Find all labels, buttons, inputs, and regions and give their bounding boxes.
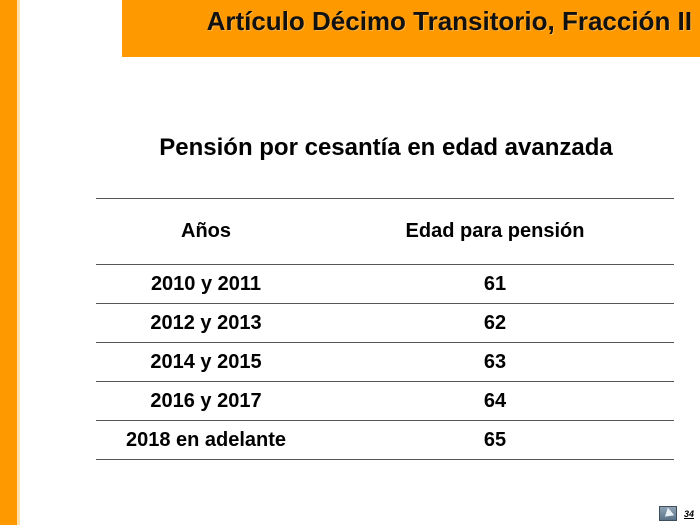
left-accent-line [17,0,20,525]
pension-age-table: Años Edad para pensión 2010 y 2011 61 20… [96,198,674,460]
table-row: 2018 en adelante 65 [96,420,674,460]
left-accent-bar [0,0,17,525]
row-age: 61 [483,272,507,295]
table-header-row: Años Edad para pensión [96,198,674,264]
row-age: 63 [483,350,507,373]
row-age: 65 [483,428,507,451]
table-row: 2014 y 2015 63 [96,342,674,381]
page-number: 34 [683,508,694,519]
table-row: 2012 y 2013 62 [96,303,674,342]
row-age: 62 [483,311,507,334]
title-banner: Artículo Décimo Transitorio, Fracción II [122,0,700,57]
slide-footer: 34 [658,506,694,521]
slide-title: Artículo Décimo Transitorio, Fracción II [206,6,692,36]
row-years: 2010 y 2011 [150,272,262,295]
table-subtitle: Pensión por cesantía en edad avanzada [159,134,613,161]
row-years: 2016 y 2017 [150,389,262,412]
row-age: 64 [483,389,507,412]
table-row: 2010 y 2011 61 [96,264,674,303]
row-years: 2014 y 2015 [150,350,262,373]
back-arrow-icon[interactable] [658,506,677,521]
header-years: Años [181,220,231,242]
row-years: 2018 en adelante [125,428,287,451]
header-age: Edad para pensión [405,220,585,242]
table-row: 2016 y 2017 64 [96,381,674,420]
row-years: 2012 y 2013 [150,311,262,334]
